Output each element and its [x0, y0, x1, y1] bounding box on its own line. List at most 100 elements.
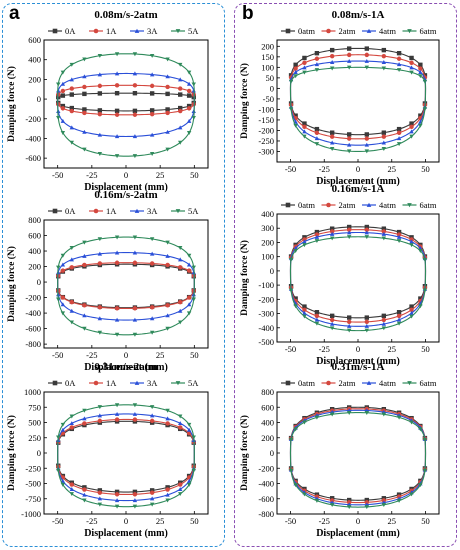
series-point-5A — [114, 52, 120, 57]
legend-label: 2atm — [339, 26, 356, 36]
series-point-0atm — [346, 46, 352, 51]
series-point-5A — [165, 240, 170, 245]
legend-marker — [134, 28, 140, 33]
chart-title: 0.31m/s-2atm — [94, 361, 157, 373]
series-point-6atm — [418, 427, 423, 432]
y-tick-label: 400 — [261, 418, 274, 428]
plot-frame — [43, 39, 209, 169]
series-point-6atm — [364, 149, 370, 154]
series-point-6atm — [314, 68, 320, 73]
legend-label: 0A — [65, 26, 76, 36]
series-point-2atm — [329, 53, 335, 59]
series-point-1A — [82, 303, 87, 308]
legend-marker — [407, 203, 412, 208]
series-point-6atm — [293, 483, 298, 488]
y-tick-label: 400 — [28, 55, 41, 65]
series-point-5A — [56, 297, 61, 302]
legend-marker — [326, 28, 331, 34]
series-point-6atm — [396, 68, 402, 73]
series-point-3A — [178, 487, 183, 491]
series-point-4atm — [314, 136, 320, 141]
legend-marker — [134, 380, 140, 385]
series-point-5A — [186, 311, 192, 316]
series-point-6atm — [346, 411, 352, 415]
legend-label: 3A — [147, 378, 158, 388]
legend-marker — [52, 28, 58, 34]
y-tick-label: 100 — [261, 62, 274, 72]
series-point-6atm — [314, 415, 320, 420]
series-point-3A — [69, 308, 74, 313]
series-point-5A — [60, 253, 66, 258]
series-point-0atm — [381, 226, 387, 231]
series-point-0A — [114, 489, 120, 495]
series-point-1A — [149, 490, 155, 495]
x-axis-label: Displacement (mm) — [84, 182, 168, 193]
y-tick-label: -250 — [25, 463, 41, 473]
series-point-1A — [97, 261, 103, 266]
series-point-2atm — [364, 319, 370, 325]
y-tick-label: 600 — [261, 402, 274, 412]
series-point-1A — [178, 108, 183, 114]
series-point-4atm — [418, 70, 423, 75]
legend-marker — [52, 380, 58, 386]
series-point-0atm — [381, 130, 387, 135]
legend-marker — [93, 208, 99, 214]
series-point-5A — [69, 492, 74, 497]
series-point-2atm — [381, 229, 387, 234]
series-point-5A — [97, 53, 103, 58]
y-tick-label: -200 — [25, 293, 41, 303]
series-point-6atm — [314, 142, 320, 147]
chart-title: 0.16m/s-2atm — [94, 189, 157, 201]
series-point-5A — [60, 311, 66, 316]
y-tick-label: 200 — [28, 262, 41, 272]
chart-4: 0.08m/s-1A-50 -25 0 25 50-300-250-200-150-10… — [239, 9, 440, 187]
x-tick-label: -25 — [86, 516, 97, 526]
series-point-0A — [114, 108, 120, 114]
series-point-6atm — [302, 420, 307, 425]
series-point-4atm — [396, 234, 402, 239]
series-point-2atm — [381, 317, 387, 323]
chart-3: 0.31m/s-2atm-50 -25 0 25 50-1000-750-500-250… — [6, 361, 209, 539]
series-point-5A — [69, 62, 74, 67]
series-point-3A — [114, 71, 120, 76]
series-point-1A — [149, 111, 155, 117]
series-point-4atm — [302, 310, 307, 315]
series-point-0atm — [381, 47, 387, 53]
series-point-3A — [132, 498, 138, 503]
legend-label: 4atm — [379, 200, 396, 210]
series-point-0atm — [409, 121, 414, 126]
series-point-3A — [149, 316, 155, 321]
series-point-5A — [60, 70, 66, 75]
series-point-6atm — [418, 483, 423, 488]
legend-marker — [93, 380, 99, 386]
series-point-3A — [97, 251, 103, 256]
series-point-4atm — [381, 231, 387, 236]
series-point-3A — [165, 129, 170, 134]
series-point-0atm — [329, 130, 335, 135]
series-point-0A — [186, 93, 192, 98]
series-point-6atm — [364, 235, 370, 240]
y-axis-label: Damping force (N) — [6, 246, 17, 322]
y-tick-label: -200 — [258, 125, 274, 135]
series-point-5A — [114, 504, 120, 509]
series-point-0atm — [418, 113, 423, 118]
x-tick-label: 50 — [421, 516, 430, 526]
series-point-0A — [60, 103, 66, 109]
series-point-4atm — [396, 317, 402, 322]
y-tick-label: -300 — [258, 309, 274, 319]
series-point-0A — [132, 489, 138, 495]
series-point-5A — [132, 52, 138, 57]
legend-label: 5A — [188, 206, 199, 216]
y-tick-label: 200 — [261, 433, 274, 443]
series-point-5A — [82, 57, 87, 62]
y-tick-label: -100 — [258, 104, 274, 114]
series-point-3A — [69, 125, 74, 130]
y-tick-label: 100 — [261, 252, 274, 262]
x-axis-label: Displacement (mm) — [84, 528, 168, 539]
series-point-0A — [178, 105, 183, 111]
series-point-0A — [132, 90, 138, 96]
series-point-6atm — [314, 321, 320, 326]
series-point-4atm — [329, 321, 335, 326]
series-point-0atm — [364, 497, 370, 503]
